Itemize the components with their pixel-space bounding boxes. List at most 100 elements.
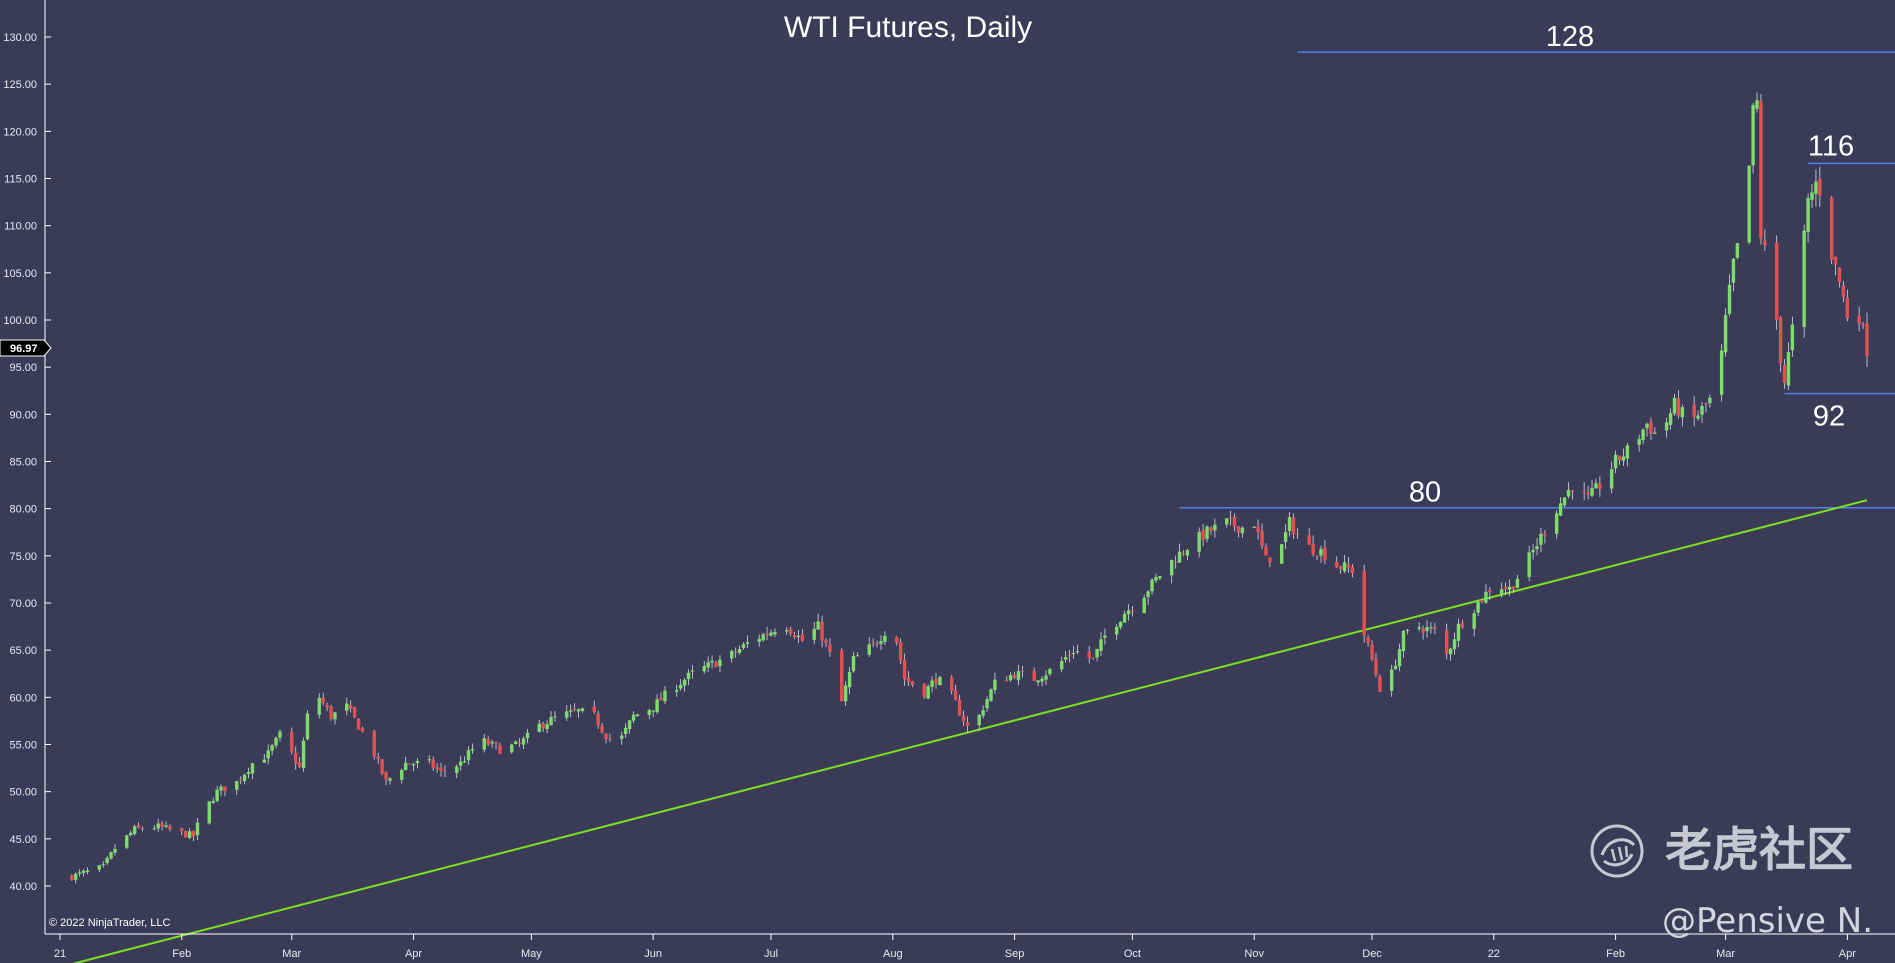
candle-body-down [168, 825, 172, 830]
candle-body-down [1032, 670, 1036, 681]
candle [1676, 390, 1681, 419]
y-tick-label: 65.00 [9, 645, 37, 657]
candle-body-up [718, 659, 722, 667]
candle-body-down [765, 633, 769, 636]
candle-body-down [1503, 587, 1508, 590]
candle [1067, 649, 1072, 663]
candle [623, 723, 628, 738]
candle [101, 861, 105, 868]
candle [820, 615, 824, 648]
candle [568, 704, 573, 717]
candle [1346, 557, 1351, 573]
candle [1499, 582, 1504, 598]
y-ticks: 40.00 45.00 50.00 55.00 60.00 65.00 70.00 75.00… [3, 32, 51, 893]
candle-body-up [219, 786, 223, 791]
candle-body-up [129, 832, 133, 836]
candle [293, 746, 298, 770]
candle-body-up [1472, 613, 1476, 629]
candle-body-up [242, 774, 247, 782]
candle-body-up [796, 635, 801, 638]
candle-body-up [1735, 243, 1740, 258]
candle-body-up [1448, 648, 1453, 655]
candle [266, 744, 270, 765]
candle-body-up [266, 750, 270, 759]
candle-body-up [678, 684, 683, 689]
candle [1558, 497, 1563, 517]
candle-body-down [714, 662, 718, 668]
candle [576, 708, 581, 718]
candle-body-up [490, 741, 494, 744]
candle-body-up [1197, 531, 1201, 552]
y-tick-label: 70.00 [9, 598, 37, 610]
candle [242, 773, 247, 785]
candle-body-up [1790, 324, 1795, 351]
candle [553, 711, 557, 722]
candle-body-down [1264, 546, 1268, 556]
candle [1786, 342, 1791, 390]
candle-body-up [1476, 601, 1480, 613]
y-tick-label: 115.00 [4, 174, 37, 186]
candle [348, 700, 353, 713]
candle-body-up [549, 716, 553, 726]
candle [74, 872, 78, 884]
candle-body-up [1036, 680, 1040, 683]
candle [482, 733, 486, 753]
candle [592, 700, 596, 714]
y-tick-label: 100.00 [3, 315, 37, 327]
candle-body-up [1668, 413, 1673, 425]
candle [1185, 548, 1190, 561]
candle [1342, 554, 1347, 574]
candle-body-down [541, 723, 545, 729]
candle-body-down [498, 745, 502, 754]
candle-body-up [1103, 635, 1107, 638]
candle-body-up [1562, 497, 1567, 506]
candle-body-down [1861, 324, 1865, 326]
candle [191, 830, 196, 842]
candle-body-up [1417, 627, 1421, 629]
x-tick-label: Nov [1244, 948, 1264, 960]
candle-body-up [631, 714, 636, 721]
candle [262, 754, 266, 763]
candle-body-up [317, 697, 321, 715]
candle-body-down [1692, 404, 1696, 418]
candle-body-down [828, 644, 832, 652]
candle-body-up [1641, 429, 1645, 440]
candle [329, 704, 333, 721]
candle-body-up [427, 759, 431, 761]
candle [125, 834, 129, 850]
candle-body-down [321, 697, 325, 704]
candle [356, 718, 361, 730]
candle [1008, 672, 1013, 682]
candle-body-up [1723, 315, 1728, 353]
candle [541, 721, 545, 732]
candle [1539, 527, 1543, 553]
candle [85, 867, 90, 875]
candle-body-up [1283, 532, 1288, 542]
candle [1291, 513, 1296, 539]
candle [1708, 394, 1712, 408]
candle-body-down [800, 634, 805, 641]
candle [663, 686, 667, 705]
candle-body-down [1649, 421, 1653, 434]
candle-body-down [1598, 483, 1602, 489]
candle [1625, 443, 1630, 467]
candle-body-up [883, 635, 887, 642]
candle [1818, 166, 1822, 208]
candle-body-down [348, 705, 353, 709]
candle [129, 830, 133, 837]
candle [785, 627, 789, 635]
y-tick-label: 55.00 [9, 740, 37, 752]
candle [1531, 544, 1535, 560]
candle-body-down [820, 622, 824, 641]
candle-body-down [898, 642, 903, 661]
candle-body-down [1173, 561, 1178, 563]
candle-body-up [690, 670, 695, 672]
candle-body-down [1323, 547, 1327, 561]
candle [1264, 543, 1268, 556]
candle-body-up [1727, 284, 1732, 314]
candle-body-up [77, 872, 82, 874]
candle [250, 762, 255, 780]
candle-body-up [1115, 626, 1119, 635]
candle [1782, 359, 1787, 389]
current-price-tag [0, 339, 52, 357]
